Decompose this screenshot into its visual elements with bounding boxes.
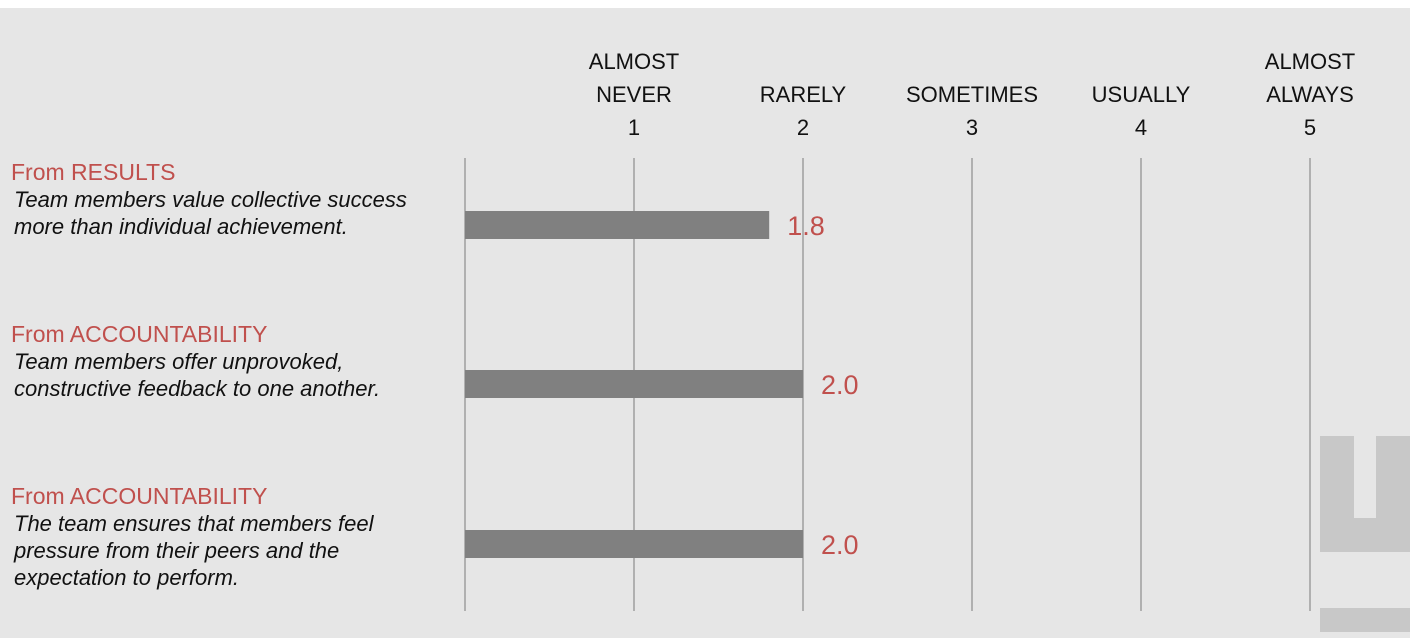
row-category: From ACCOUNTABILITY bbox=[11, 321, 268, 347]
bar bbox=[465, 211, 770, 239]
scale-label: ALMOST bbox=[589, 49, 679, 74]
logo-stroke bbox=[1320, 518, 1410, 552]
row-label-1: From RESULTS Team members value collecti… bbox=[10, 158, 450, 240]
logo-stroke bbox=[1320, 436, 1354, 518]
scale-label: NEVER bbox=[596, 82, 672, 107]
scale-label: USUALLY bbox=[1092, 82, 1191, 107]
scale-label: 5 bbox=[1304, 115, 1316, 140]
bar bbox=[465, 530, 803, 558]
row-statement: Team members value collective success mo… bbox=[14, 187, 407, 239]
row-category: From ACCOUNTABILITY bbox=[11, 483, 268, 509]
scale-label: RARELY bbox=[760, 82, 847, 107]
bar-value-label: 2.0 bbox=[821, 370, 859, 400]
scale-label: 2 bbox=[797, 115, 809, 140]
scale-label: ALWAYS bbox=[1266, 82, 1354, 107]
row-statement: Team members offer unprovoked, construct… bbox=[14, 349, 381, 401]
scale-label: ALMOST bbox=[1265, 49, 1355, 74]
row-statement: The team ensures that members feel press… bbox=[14, 511, 374, 590]
scale-label: 3 bbox=[966, 115, 978, 140]
scale-label: 4 bbox=[1135, 115, 1147, 140]
logo-stroke bbox=[1320, 608, 1410, 632]
row-label-3: From ACCOUNTABILITY The team ensures tha… bbox=[10, 482, 450, 591]
bar-value-label: 1.8 bbox=[787, 211, 825, 241]
scale-label: SOMETIMES bbox=[906, 82, 1038, 107]
scale-label: 1 bbox=[628, 115, 640, 140]
bar bbox=[465, 370, 803, 398]
row-label-2: From ACCOUNTABILITY Team members offer u… bbox=[10, 320, 450, 402]
bar-value-label: 2.0 bbox=[821, 530, 859, 560]
row-category: From RESULTS bbox=[11, 159, 176, 185]
logo-stroke bbox=[1376, 436, 1410, 518]
logo-watermark bbox=[1320, 436, 1410, 636]
